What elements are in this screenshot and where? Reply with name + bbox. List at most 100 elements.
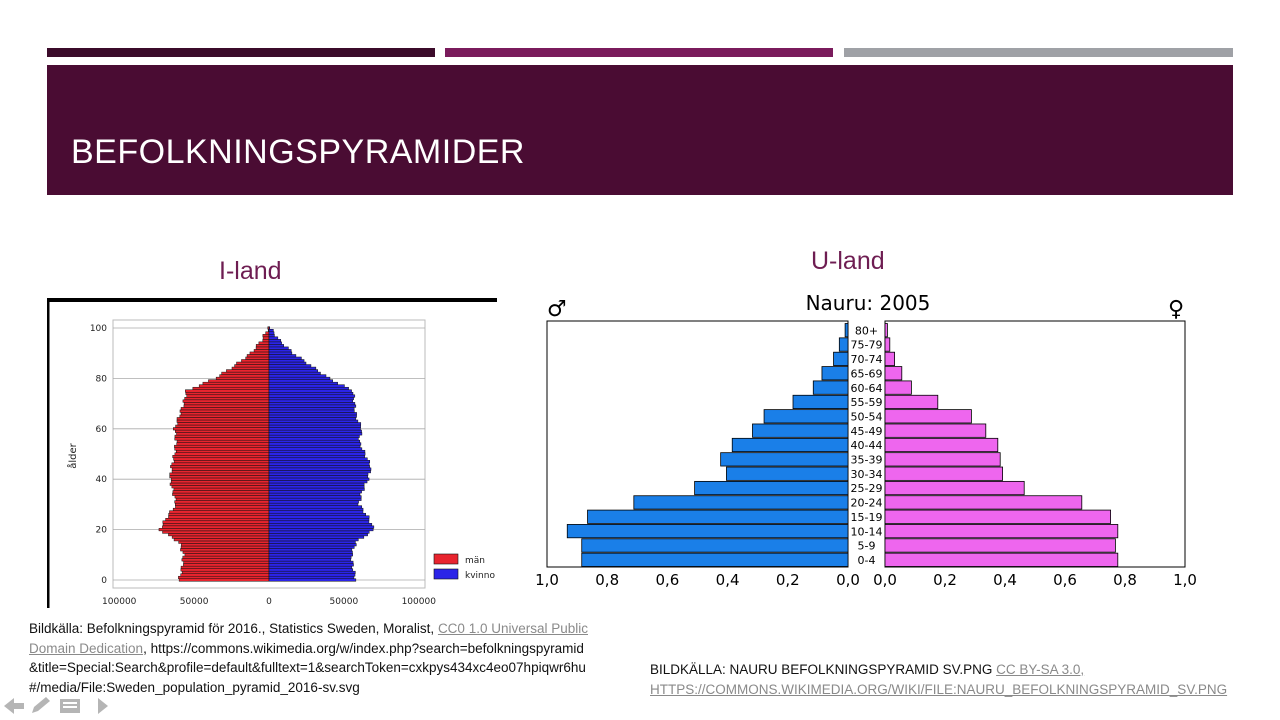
bar-men-age [262, 334, 270, 338]
bar-men-age [176, 417, 270, 421]
bar-men-age [185, 392, 270, 396]
left-image-source: Bildkälla: Befolkningspyramid för 2016.,… [29, 619, 589, 697]
bar-women-age [268, 530, 370, 534]
bar-men-age [162, 520, 270, 524]
bar-men-age [182, 555, 270, 559]
bar-women-age [268, 371, 321, 375]
age-group-label: 55-59 [851, 396, 883, 409]
age-group-label: 70-74 [851, 353, 883, 366]
bar-women-age [268, 477, 370, 481]
age-group-label: 80+ [855, 324, 878, 337]
bar-men-age [181, 558, 270, 562]
bar-women-age [268, 434, 360, 438]
bar-women-age [268, 555, 352, 559]
arrow-right-icon[interactable] [98, 698, 108, 714]
bar-men-age [179, 414, 270, 418]
bar-male-45-49 [752, 423, 849, 438]
bar-women-age [268, 427, 361, 431]
bar-men-age [241, 359, 270, 363]
bar-women-age [268, 339, 282, 343]
bar-women-age [268, 356, 302, 360]
bar-men-age [231, 366, 270, 370]
bar-women-age [268, 452, 366, 456]
bar-men-age [262, 339, 270, 343]
bar-women-age [268, 447, 363, 451]
left-plot-frame [112, 319, 426, 589]
male-x-tick: 0,2 [776, 571, 800, 589]
bar-women-age [268, 442, 362, 446]
bar-men-age [176, 442, 270, 446]
bar-women-age [268, 369, 319, 373]
slideshow-controls [4, 697, 108, 714]
bar-women-age [268, 457, 368, 461]
bar-women-age [268, 480, 368, 484]
bar-men-age [246, 354, 270, 358]
legend-label: män [465, 556, 485, 566]
bar-men-age [180, 573, 270, 577]
bar-female-50-54 [884, 409, 972, 424]
bar-men-age [255, 346, 270, 350]
left-x-tick: 50000 [330, 597, 359, 607]
bar-men-age [172, 490, 270, 494]
bar-women-age [268, 361, 307, 365]
pencil-icon[interactable] [32, 697, 50, 713]
bar-men-age [174, 502, 270, 506]
bar-women-age [268, 419, 359, 423]
bar-women-age [268, 336, 279, 340]
u-land-label: U-land [811, 247, 885, 275]
left-y-tick: 60 [96, 425, 108, 435]
bar-male-30-34 [726, 466, 849, 481]
cc-by-sa-license-link[interactable]: CC BY-SA 3.0, HTTPS://COMMONS.WIKIMEDIA.… [650, 662, 1228, 697]
menu-icon[interactable] [60, 699, 80, 713]
age-group-label: 40-44 [851, 439, 883, 452]
bar-men-age [169, 510, 270, 514]
bar-women-age [268, 575, 355, 579]
male-symbol: ♂ [547, 297, 567, 322]
bar-women-age [268, 475, 368, 479]
bar-women-age [268, 346, 289, 350]
bar-men-age [219, 374, 270, 378]
bar-women-age [268, 349, 292, 353]
bar-men-age [258, 341, 270, 345]
bar-women-age [268, 329, 274, 333]
left-y-tick: 0 [101, 576, 107, 586]
bar-men-age [179, 409, 270, 413]
bar-men-age [262, 336, 270, 340]
bar-men-age [162, 525, 270, 529]
age-group-label: 60-64 [851, 382, 883, 395]
i-land-label: I-land [219, 257, 282, 285]
bar-male-15-19 [587, 509, 849, 524]
bar-women-age [268, 505, 363, 509]
bar-male-75-79 [838, 337, 849, 352]
left-x-tick: 100000 [402, 597, 437, 607]
bar-women-age [268, 412, 357, 416]
bar-women-age [268, 364, 312, 368]
bar-male-65-69 [821, 366, 849, 381]
bar-men-age [184, 397, 270, 401]
bar-women-age [268, 429, 362, 433]
bar-women-age [268, 558, 352, 562]
bar-men-age [182, 399, 270, 403]
bar-men-age [186, 394, 270, 398]
bar-men-age [175, 429, 270, 433]
arrow-left-icon[interactable] [4, 698, 24, 714]
bar-men-age [198, 384, 270, 388]
bar-female-80+ [884, 323, 888, 338]
bar-women-age [268, 409, 355, 413]
bar-women-age [268, 462, 370, 466]
bar-men-age [176, 419, 270, 423]
bar-female-10-14 [884, 524, 1119, 539]
bar-men-age [169, 472, 270, 476]
bar-women-age [268, 376, 331, 380]
bar-female-55-59 [884, 394, 939, 410]
bar-women-age [268, 565, 353, 569]
nauru-chart-title: Nauru: 2005 [806, 291, 931, 315]
accent-bar-3 [844, 48, 1233, 57]
bar-female-35-39 [884, 452, 1001, 467]
bar-men-age [183, 560, 270, 564]
bar-women-age [268, 543, 357, 547]
bar-women-age [268, 525, 375, 529]
bar-male-55-59 [792, 394, 849, 410]
bar-women-age [268, 437, 359, 441]
cc0-license-link[interactable]: CC0 1.0 Universal Public Domain Dedicati… [29, 621, 588, 656]
